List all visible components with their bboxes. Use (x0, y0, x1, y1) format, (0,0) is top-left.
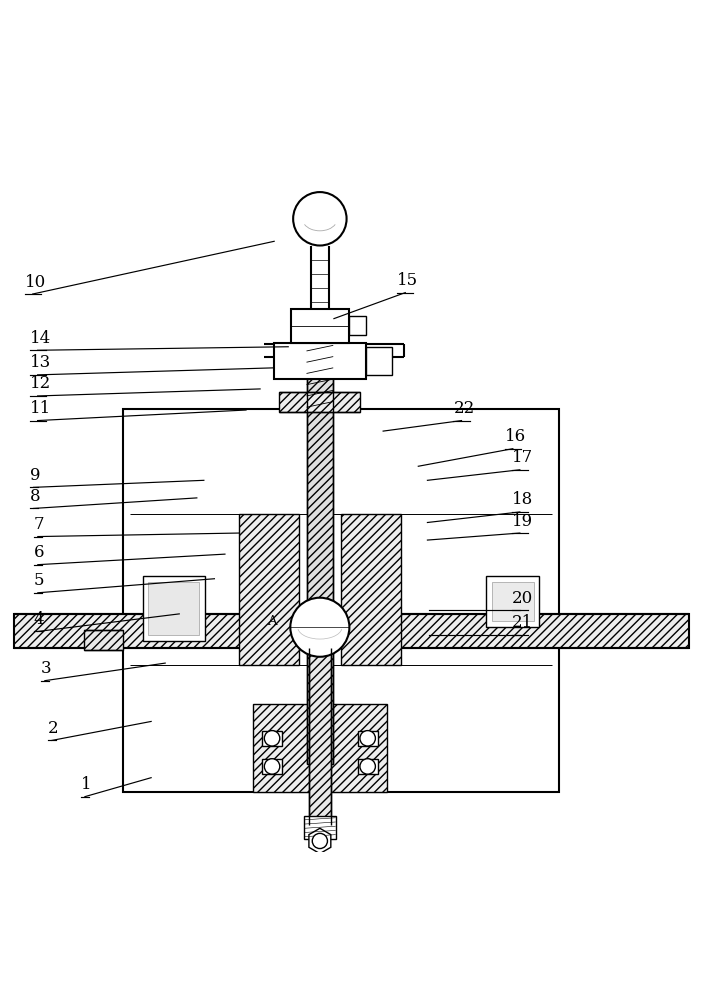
Bar (291, 309, 349, 343)
Text: 10: 10 (25, 274, 46, 291)
Circle shape (360, 759, 375, 774)
Text: 21: 21 (512, 614, 533, 631)
Text: 6: 6 (34, 544, 44, 561)
Bar (309, 648, 331, 825)
Bar (262, 731, 282, 746)
Bar (239, 514, 299, 665)
Text: 11: 11 (30, 400, 51, 417)
Bar (148, 582, 199, 635)
Bar (341, 514, 401, 665)
Text: 2: 2 (48, 720, 58, 737)
Text: 4: 4 (34, 611, 44, 628)
Bar (280, 392, 361, 412)
Text: 20: 20 (512, 590, 533, 607)
Circle shape (293, 192, 347, 246)
Bar (358, 731, 378, 746)
Bar (486, 576, 539, 627)
Text: 14: 14 (30, 330, 51, 347)
Text: 15: 15 (397, 272, 418, 289)
Bar (307, 366, 333, 764)
Bar (262, 759, 282, 774)
Text: 8: 8 (30, 488, 40, 505)
Text: 12: 12 (30, 375, 51, 392)
Circle shape (312, 833, 328, 849)
Bar (358, 759, 378, 774)
Bar (492, 582, 534, 621)
Text: 16: 16 (505, 428, 526, 445)
Bar (274, 343, 366, 379)
Circle shape (264, 759, 280, 774)
Text: 9: 9 (30, 467, 40, 484)
Bar (349, 316, 366, 335)
Text: 17: 17 (512, 449, 533, 466)
Bar (84, 630, 123, 650)
Text: 1: 1 (81, 776, 91, 793)
Circle shape (360, 731, 375, 746)
Bar (253, 704, 387, 792)
Text: 19: 19 (512, 513, 533, 530)
Bar (366, 347, 392, 375)
Bar (143, 576, 205, 641)
Text: A: A (267, 615, 277, 628)
Text: 13: 13 (30, 354, 51, 371)
Polygon shape (309, 828, 331, 854)
Circle shape (290, 598, 349, 657)
Text: 22: 22 (453, 400, 475, 417)
Bar (304, 816, 336, 839)
Bar (14, 614, 689, 648)
Text: 7: 7 (34, 516, 44, 533)
Circle shape (264, 731, 280, 746)
Text: 5: 5 (34, 572, 44, 589)
Text: 3: 3 (41, 660, 51, 677)
Text: 18: 18 (512, 491, 533, 508)
Bar (123, 409, 559, 792)
